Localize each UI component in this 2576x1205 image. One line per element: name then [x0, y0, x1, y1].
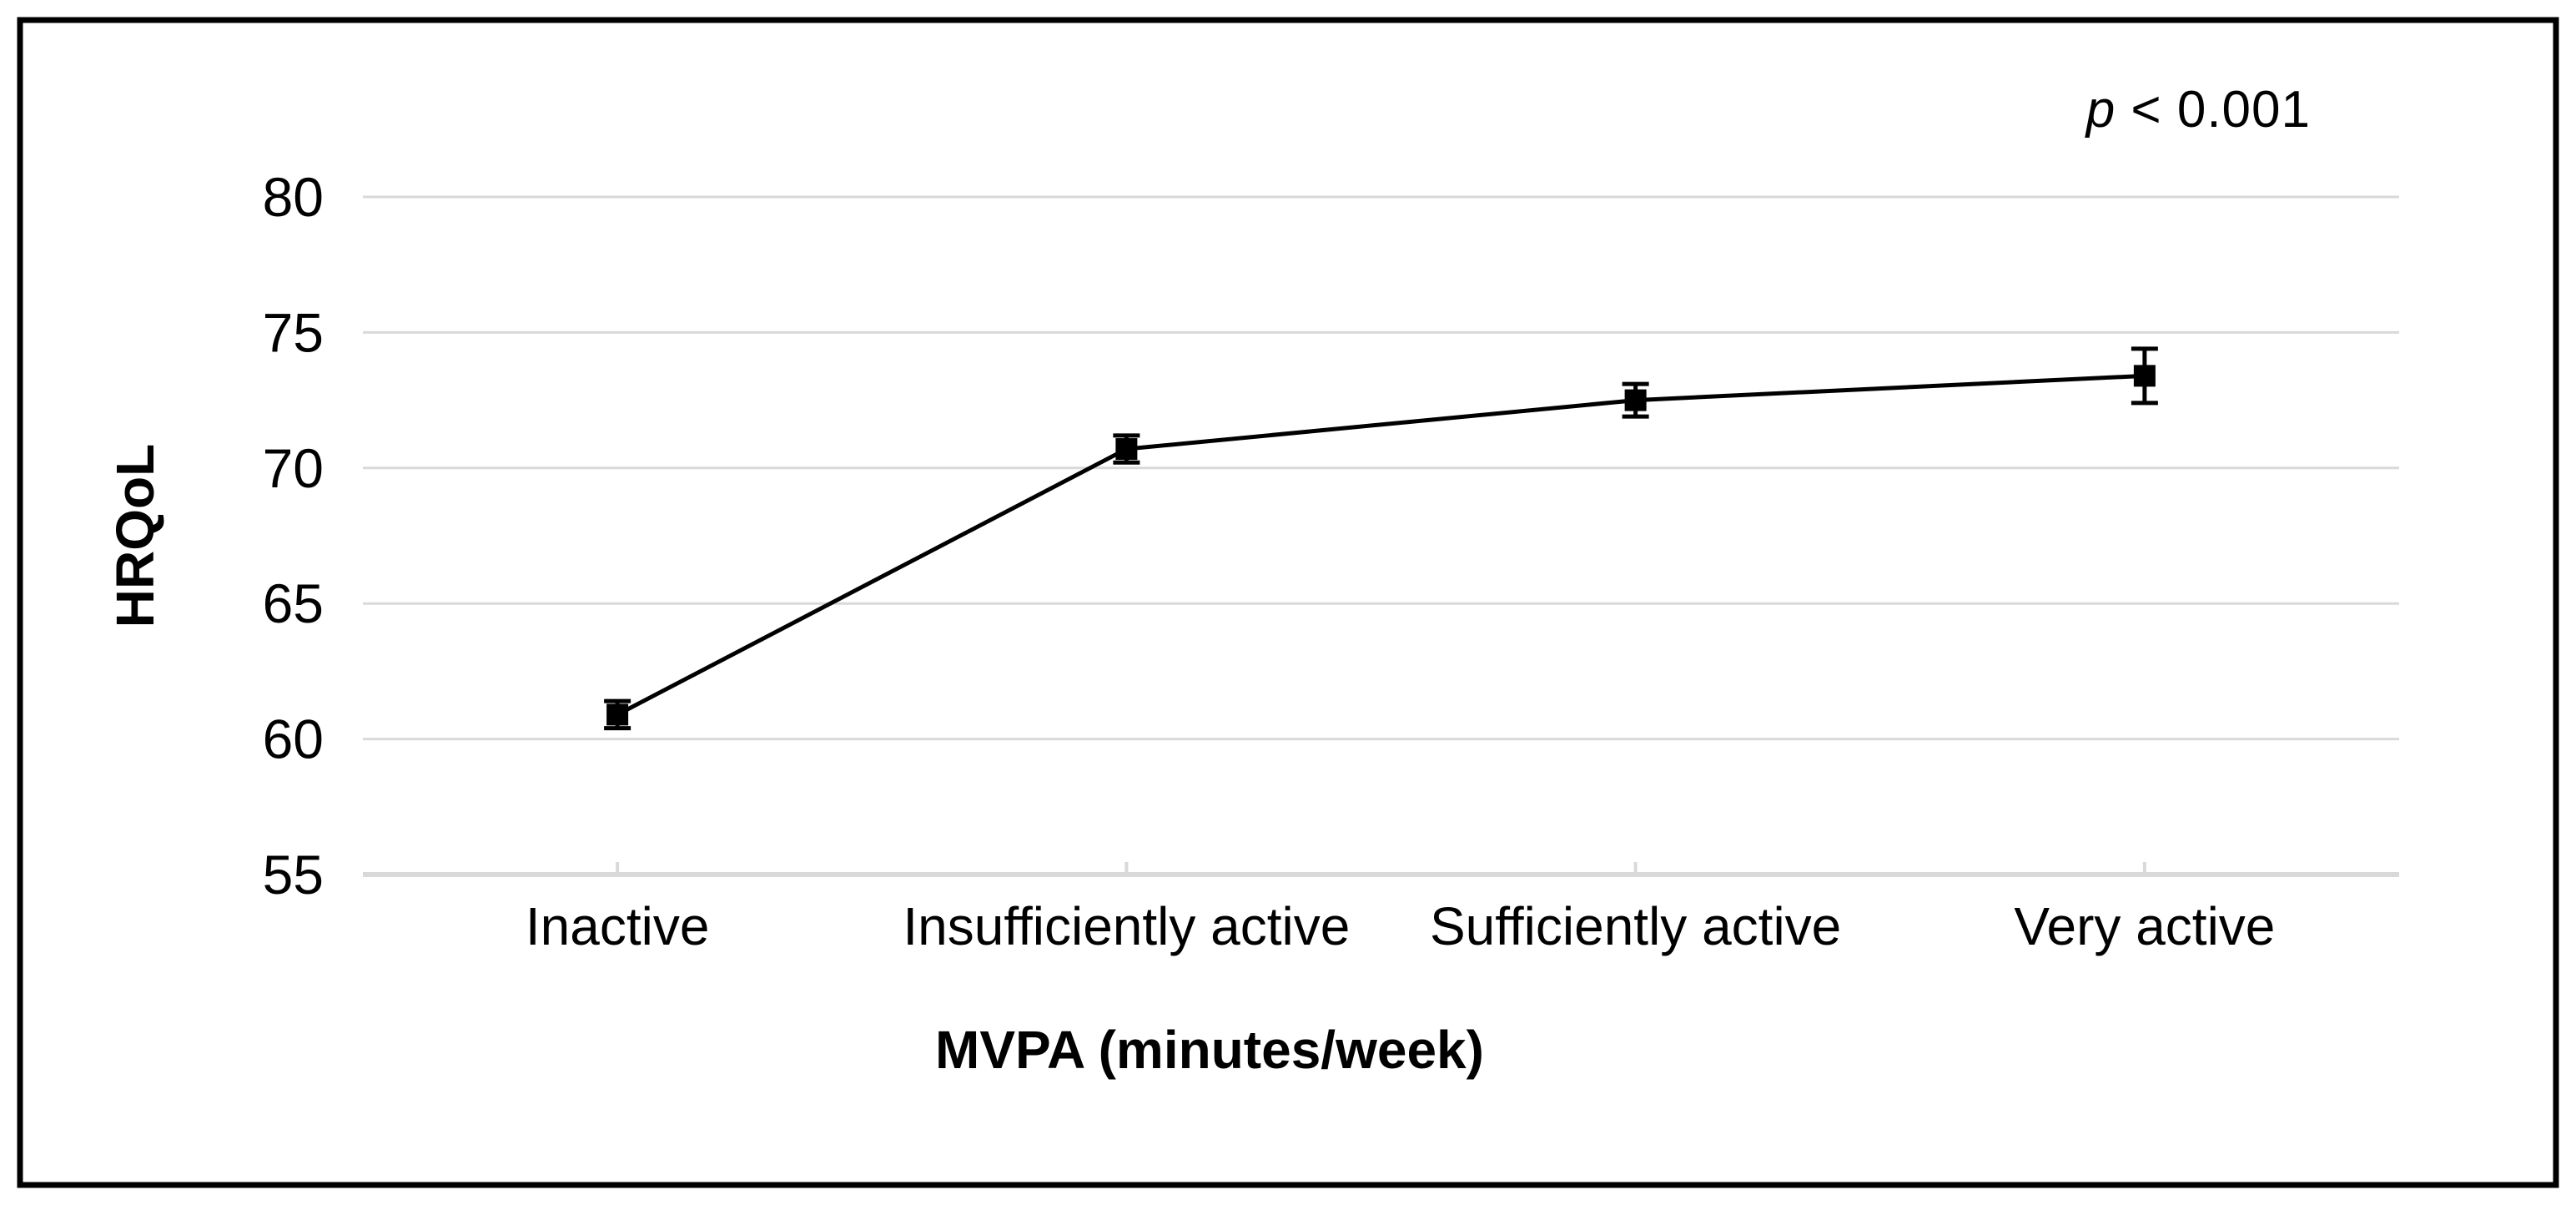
y-tick-label: 55	[263, 844, 324, 905]
y-tick-label: 65	[263, 572, 324, 634]
y-tick-label: 60	[263, 708, 324, 770]
x-category-label: Insufficiently active	[903, 896, 1350, 956]
x-category-label: Sufficiently active	[1430, 896, 1841, 956]
x-category-label: Very active	[2014, 896, 2275, 956]
p-value-annotation: p < 0.001	[2086, 80, 2311, 139]
y-axis-title: HRQoL	[105, 443, 165, 628]
x-axis-title: MVPA (minutes/week)	[935, 1020, 1484, 1080]
y-tick-label: 80	[263, 166, 324, 228]
p-value-comparison: < 0.001	[2116, 81, 2311, 139]
data-point-marker	[606, 703, 629, 726]
p-value-symbol: p	[2085, 81, 2116, 139]
figure-border	[17, 17, 2559, 1188]
x-category-label: Inactive	[526, 896, 710, 956]
data-point-marker	[1624, 389, 1647, 411]
data-line	[616, 373, 2145, 717]
y-tick-label: 70	[263, 437, 324, 499]
data-point-marker	[2133, 365, 2156, 387]
data-point-marker	[1115, 438, 1138, 461]
y-tick-label: 75	[263, 301, 324, 363]
